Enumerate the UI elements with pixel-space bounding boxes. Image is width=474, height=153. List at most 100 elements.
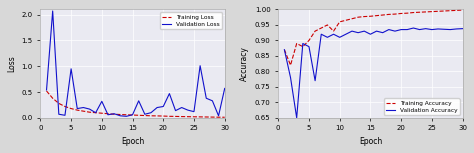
Validation Accuracy (288, 77, 293, 78)
Training Accuracy (282, 49, 287, 51)
Validation Accuracy (343, 33, 349, 35)
Validation Accuracy (349, 30, 355, 32)
Training Accuracy (417, 11, 422, 13)
Validation Loss (105, 114, 111, 116)
Training Loss (142, 115, 148, 116)
Training Loss (210, 116, 215, 118)
Training Loss (62, 106, 68, 107)
Line: Validation Accuracy: Validation Accuracy (284, 28, 463, 118)
Validation Loss (154, 107, 160, 108)
Validation Accuracy (423, 28, 428, 30)
Line: Validation Loss: Validation Loss (46, 11, 225, 116)
Training Accuracy (410, 12, 416, 13)
Training Accuracy (312, 30, 318, 32)
Validation Loss (99, 100, 105, 102)
Validation Loss (118, 115, 123, 117)
Training Accuracy (300, 46, 306, 48)
Training Loss (68, 108, 74, 110)
Legend: Training Loss, Validation Loss: Training Loss, Validation Loss (160, 12, 222, 29)
Validation Accuracy (441, 28, 447, 30)
Training Loss (148, 115, 154, 117)
Training Accuracy (356, 16, 361, 18)
Validation Accuracy (325, 36, 330, 38)
Training Accuracy (392, 13, 398, 15)
Validation Accuracy (398, 29, 404, 30)
Training Accuracy (435, 10, 441, 12)
Training Loss (118, 114, 123, 115)
Validation Accuracy (312, 80, 318, 82)
Training Loss (81, 110, 86, 112)
Training Accuracy (380, 14, 385, 16)
Validation Loss (50, 10, 55, 12)
Validation Accuracy (404, 29, 410, 30)
Validation Loss (191, 111, 197, 113)
Training Accuracy (319, 27, 324, 29)
Training Loss (185, 116, 191, 118)
Training Accuracy (460, 9, 465, 11)
Validation Loss (185, 109, 191, 111)
Training Accuracy (288, 64, 293, 66)
Training Loss (173, 116, 178, 117)
Training Accuracy (423, 11, 428, 13)
Validation Loss (81, 107, 86, 108)
Validation Loss (166, 93, 172, 95)
X-axis label: Epoch: Epoch (121, 137, 144, 146)
Validation Loss (44, 89, 49, 91)
Validation Loss (197, 65, 203, 67)
Validation Loss (203, 97, 209, 99)
Validation Accuracy (374, 30, 379, 32)
Training Accuracy (454, 9, 459, 11)
Training Loss (87, 111, 92, 113)
Line: Training Loss: Training Loss (46, 91, 225, 117)
Validation Loss (160, 106, 166, 107)
Validation Loss (93, 112, 99, 114)
Validation Loss (62, 114, 68, 116)
Validation Accuracy (306, 46, 312, 48)
Validation Loss (173, 110, 178, 112)
Training Accuracy (331, 30, 337, 32)
Training Accuracy (367, 15, 373, 17)
Validation Loss (74, 108, 80, 110)
Training Loss (99, 112, 105, 114)
Training Loss (130, 114, 136, 116)
Training Loss (50, 97, 55, 99)
Validation Accuracy (435, 28, 441, 30)
Training Accuracy (404, 12, 410, 14)
Validation Accuracy (361, 30, 367, 32)
Validation Accuracy (410, 27, 416, 29)
Validation Accuracy (417, 29, 422, 30)
Training Loss (136, 114, 142, 116)
Validation Accuracy (356, 32, 361, 34)
Training Accuracy (343, 19, 349, 21)
Y-axis label: Accuracy: Accuracy (240, 46, 249, 81)
Validation Accuracy (319, 33, 324, 35)
Training Loss (56, 103, 62, 104)
X-axis label: Epoch: Epoch (359, 137, 382, 146)
Validation Loss (222, 88, 228, 89)
Validation Accuracy (454, 28, 459, 30)
Training Accuracy (429, 11, 435, 13)
Validation Loss (56, 113, 62, 115)
Training Loss (166, 115, 172, 117)
Validation Loss (179, 107, 184, 108)
Training Accuracy (374, 15, 379, 17)
Training Loss (44, 90, 49, 92)
Y-axis label: Loss: Loss (7, 55, 16, 72)
Validation Loss (216, 115, 221, 117)
Training Loss (203, 116, 209, 118)
Training Accuracy (386, 13, 392, 15)
Validation Accuracy (447, 29, 453, 30)
Training Accuracy (306, 39, 312, 41)
Training Loss (105, 113, 111, 115)
Validation Accuracy (337, 36, 343, 38)
Validation Accuracy (386, 29, 392, 30)
Validation Loss (124, 115, 129, 117)
Validation Loss (148, 112, 154, 114)
Training Accuracy (441, 10, 447, 12)
Legend: Training Accuracy, Validation Accuracy: Training Accuracy, Validation Accuracy (384, 98, 460, 115)
Validation Accuracy (367, 33, 373, 35)
Training Loss (93, 112, 99, 114)
Validation Accuracy (294, 117, 300, 119)
Training Loss (74, 109, 80, 111)
Training Accuracy (447, 10, 453, 12)
